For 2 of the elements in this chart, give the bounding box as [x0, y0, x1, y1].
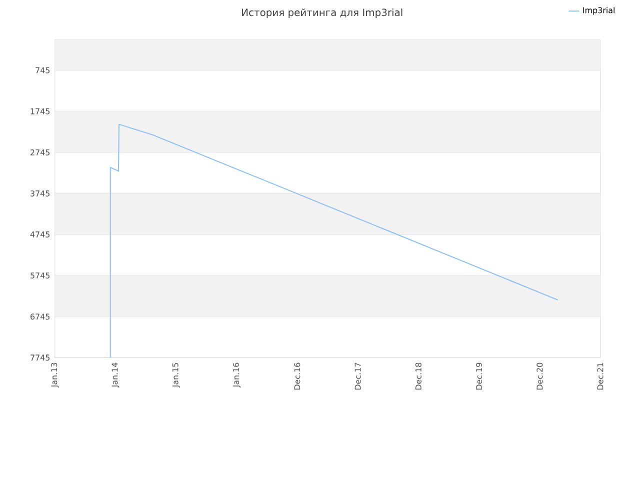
line-series: [110, 124, 558, 358]
chart-title: История рейтинга для Imp3rial: [242, 8, 402, 18]
